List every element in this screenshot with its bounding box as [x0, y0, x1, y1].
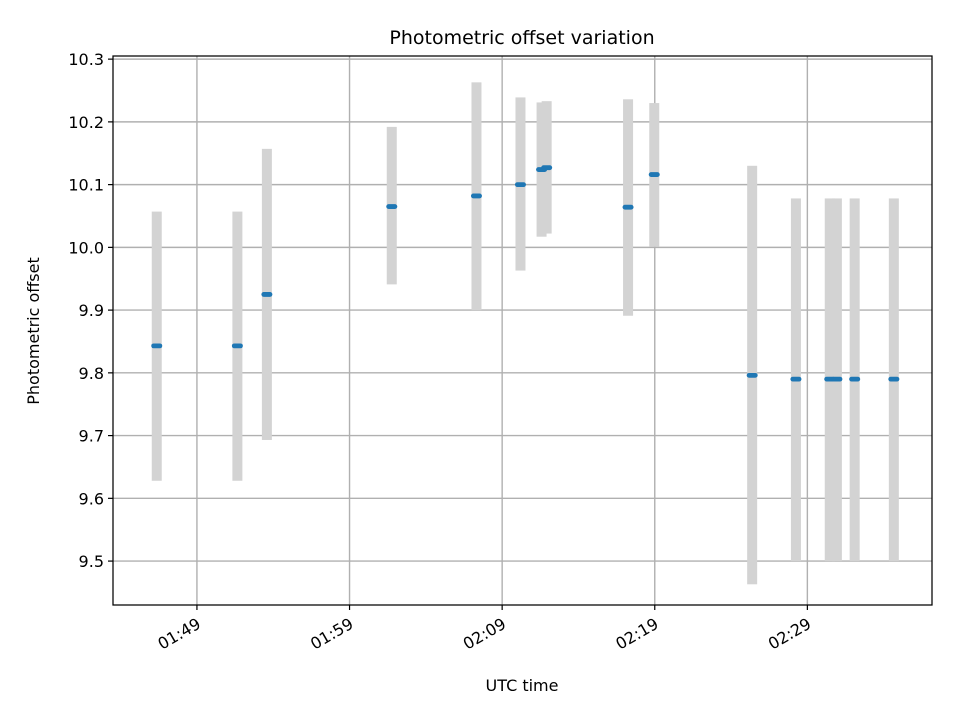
y-axis-ticks: 9.5 9.6 9.7 9.8 9.9 10.0 10.1 10.2 10.3: [68, 50, 113, 571]
y-tick-label: 10.3: [68, 50, 104, 69]
data-point: [746, 372, 758, 378]
chart-title: Photometric offset variation: [389, 27, 654, 49]
y-tick-label: 10.1: [68, 176, 104, 195]
y-tick-label: 9.6: [79, 489, 104, 508]
y-tick-label: 9.5: [79, 552, 104, 571]
y-tick-label: 9.8: [79, 364, 104, 383]
data-point: [622, 204, 634, 210]
y-tick-label: 9.7: [79, 427, 104, 446]
data-point: [231, 343, 243, 349]
grid: [113, 56, 932, 605]
plot-frame: [112, 55, 933, 606]
data-points: [151, 165, 900, 382]
x-axis-label: UTC time: [486, 676, 559, 695]
data-point: [470, 193, 482, 199]
data-point: [386, 204, 398, 209]
data-point: [831, 376, 843, 382]
data-point: [849, 376, 861, 382]
y-tick-label: 10.2: [68, 113, 104, 132]
data-point: [888, 376, 900, 382]
data-point: [151, 343, 163, 349]
data-point: [541, 165, 553, 171]
data-point: [514, 182, 526, 188]
data-point: [261, 292, 273, 297]
y-axis-label: Photometric offset: [24, 257, 43, 405]
data-point: [648, 172, 660, 177]
data-point: [790, 376, 802, 382]
y-tick-label: 9.9: [79, 301, 104, 320]
y-tick-label: 10.0: [68, 238, 104, 257]
